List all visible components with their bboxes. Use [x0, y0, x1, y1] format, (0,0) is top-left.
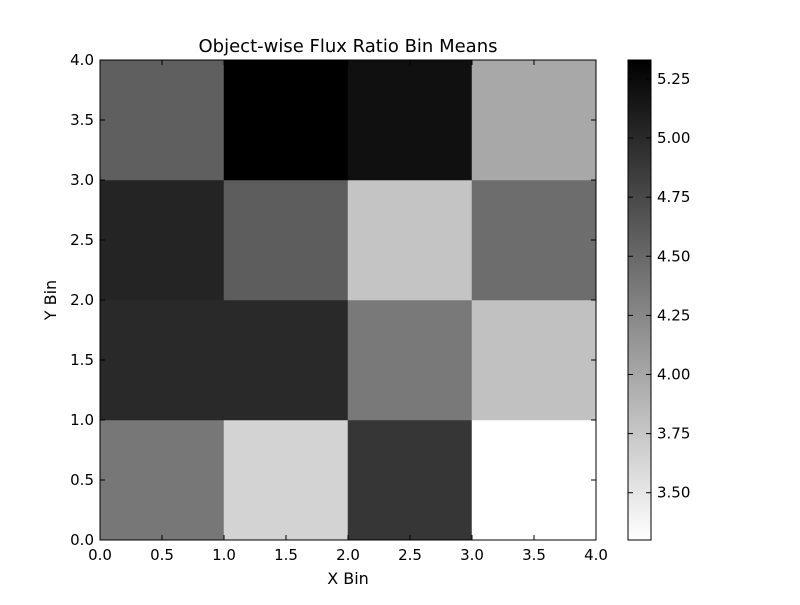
x-tick-label: 3.0: [460, 546, 484, 564]
heatmap-cell: [347, 419, 473, 541]
x-axis-label: X Bin: [327, 569, 369, 588]
y-tick-label: 3.5: [70, 111, 94, 129]
y-tick-label: 0.5: [70, 471, 94, 489]
heatmap-cell: [99, 179, 225, 301]
heatmap-cell: [99, 299, 225, 421]
heatmap-cell: [471, 419, 597, 541]
heatmap-cell: [471, 299, 597, 421]
heatmap-cell: [223, 299, 349, 421]
x-axis-ticks: 0.0 0.5 1.0 1.5 2.0 2.5 3.0 3.5 4.0: [88, 60, 608, 564]
x-tick-label: 0.0: [88, 546, 112, 564]
colorbar-tick-label: 4.50: [657, 247, 690, 265]
y-axis-ticks: 0.0 0.5 1.0 1.5 2.0 2.5 3.0 3.5 4.0: [70, 51, 596, 549]
colorbar-frame: [627, 59, 652, 541]
heatmap-cell: [223, 179, 349, 301]
colorbar: [628, 60, 651, 540]
heatmap-cell: [347, 59, 473, 181]
x-tick-label: 2.5: [398, 546, 422, 564]
colorbar-tick-label: 4.75: [657, 188, 690, 206]
x-tick-label: 1.0: [212, 546, 236, 564]
y-tick-label: 2.0: [70, 291, 94, 309]
x-tick-label: 4.0: [584, 546, 608, 564]
colorbar-tick-label: 4.25: [657, 306, 690, 324]
y-tick-label: 4.0: [70, 51, 94, 69]
y-tick-label: 3.0: [70, 171, 94, 189]
colorbar-tick-label: 4.00: [657, 365, 690, 383]
heatmap-cell: [99, 419, 225, 541]
y-tick-label: 2.5: [70, 231, 94, 249]
x-tick-label: 2.0: [336, 546, 360, 564]
colorbar-ticks: 3.50 3.75 4.00 4.25 4.50 4.75 5.00 5.25: [628, 70, 690, 502]
heatmap-cell: [471, 179, 597, 301]
colorbar-tick-label: 5.25: [657, 70, 690, 88]
colorbar-tick-label: 3.75: [657, 425, 690, 443]
y-tick-label: 1.5: [70, 351, 94, 369]
heatmap-cell: [223, 419, 349, 541]
x-tick-label: 0.5: [150, 546, 174, 564]
y-tick-label: 1.0: [70, 411, 94, 429]
heatmap-cell: [347, 179, 473, 301]
chart-title: Object-wise Flux Ratio Bin Means: [199, 36, 498, 57]
y-axis-label: Y Bin: [41, 280, 60, 321]
heatmap-cell: [347, 299, 473, 421]
y-tick-label: 0.0: [70, 531, 94, 549]
heatmap-cell: [99, 59, 225, 181]
x-tick-label: 3.5: [522, 546, 546, 564]
heatmap-cell: [471, 59, 597, 181]
heatmap-cells: [99, 59, 597, 541]
colorbar-tick-label: 5.00: [657, 129, 690, 147]
colorbar-tick-label: 3.50: [657, 484, 690, 502]
x-tick-label: 1.5: [274, 546, 298, 564]
heatmap-cell: [223, 59, 349, 181]
